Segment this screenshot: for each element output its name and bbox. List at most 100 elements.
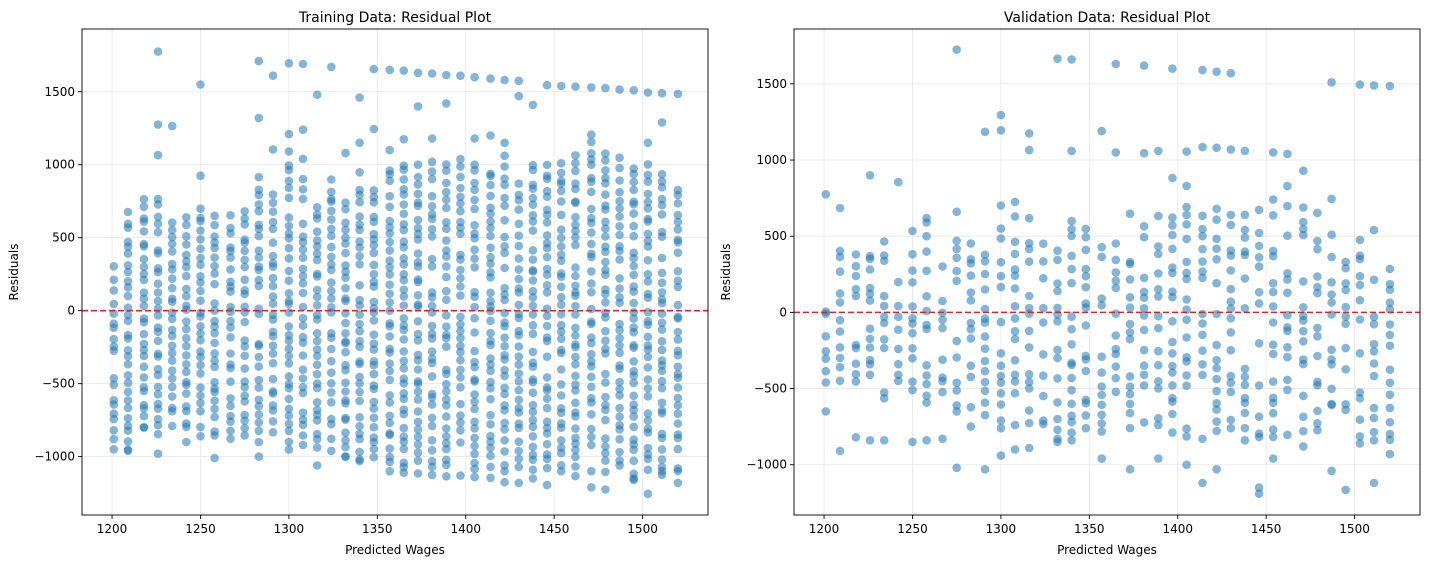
scatter-point — [587, 466, 596, 476]
scatter-point — [399, 389, 409, 398]
scatter-point — [673, 282, 683, 292]
scatter-point — [123, 421, 133, 431]
scatter-point — [1341, 312, 1350, 321]
scatter-point — [938, 373, 947, 382]
scatter-point — [1341, 319, 1350, 329]
y-tick-label: 0 — [779, 305, 787, 319]
scatter-point — [240, 214, 249, 223]
scatter-point — [341, 198, 350, 207]
scatter-point — [601, 442, 610, 451]
scatter-point — [1369, 403, 1379, 413]
scatter-point — [1067, 216, 1076, 226]
scatter-point — [427, 446, 437, 455]
scatter-point — [442, 70, 451, 80]
scatter-point — [1240, 423, 1250, 433]
scatter-point — [1010, 334, 1020, 344]
scatter-point — [571, 197, 580, 206]
scatter-point — [312, 90, 322, 99]
scatter-point — [456, 250, 465, 260]
scatter-point — [673, 300, 683, 310]
scatter-point — [1053, 246, 1062, 255]
scatter-point — [1168, 287, 1177, 297]
scatter-point — [196, 286, 205, 296]
scatter-point — [1313, 332, 1322, 341]
scatter-point — [1268, 393, 1278, 403]
scatter-point — [1139, 273, 1149, 283]
scatter-point — [601, 378, 610, 387]
scatter-point — [470, 424, 479, 433]
scatter-point — [528, 286, 538, 296]
scatter-point — [369, 357, 379, 366]
scatter-point — [182, 317, 191, 326]
scatter-point — [298, 219, 308, 229]
scatter-point — [587, 204, 596, 214]
scatter-point — [226, 411, 235, 421]
scatter-point — [952, 236, 961, 246]
scatter-point — [629, 261, 638, 271]
scatter-point — [1111, 239, 1121, 248]
scatter-point — [182, 324, 191, 334]
scatter-point — [657, 398, 667, 408]
scatter-point — [673, 346, 683, 356]
scatter-point — [587, 372, 596, 382]
scatter-point — [1226, 297, 1236, 307]
scatter-point — [601, 224, 610, 233]
scatter-point — [908, 354, 917, 363]
scatter-point — [500, 436, 509, 445]
scatter-point — [399, 364, 409, 373]
scatter-point — [1168, 381, 1177, 390]
scatter-point — [153, 399, 163, 409]
scatter-point — [528, 415, 538, 425]
scatter-point — [556, 168, 566, 178]
scatter-point — [1024, 213, 1034, 223]
scatter-point — [673, 225, 683, 234]
scatter-point — [657, 118, 667, 127]
scatter-point — [240, 235, 249, 244]
scatter-point — [210, 238, 219, 247]
scatter-point — [1369, 413, 1379, 423]
scatter-point — [268, 198, 278, 208]
scatter-point — [427, 174, 437, 184]
scatter-point — [298, 194, 308, 204]
scatter-point — [571, 166, 580, 176]
scatter-point — [1053, 353, 1062, 363]
scatter-point — [369, 277, 379, 287]
scatter-point — [966, 372, 976, 382]
scatter-point — [528, 422, 538, 432]
scatter-point — [657, 470, 667, 480]
scatter-point — [254, 401, 264, 411]
scatter-point — [528, 388, 538, 398]
scatter-point — [210, 211, 219, 221]
scatter-point — [486, 231, 495, 241]
scatter-point — [996, 317, 1006, 327]
scatter-point — [673, 185, 683, 195]
scatter-point — [643, 424, 653, 433]
scatter-point — [196, 383, 205, 392]
scatter-point — [615, 361, 624, 370]
scatter-point — [1053, 286, 1062, 296]
scatter-point — [486, 223, 495, 233]
scatter-point — [123, 316, 133, 326]
scatter-point — [528, 276, 538, 285]
scatter-point — [312, 210, 322, 219]
scatter-point — [615, 230, 624, 240]
scatter-point — [167, 421, 177, 431]
scatter-point — [341, 283, 350, 293]
scatter-point — [442, 195, 451, 204]
scatter-point — [139, 423, 149, 432]
scatter-point — [456, 282, 465, 291]
scatter-point — [1168, 230, 1177, 240]
scatter-point — [399, 292, 409, 301]
scatter-point — [442, 99, 451, 108]
scatter-point — [835, 353, 845, 363]
scatter-point — [851, 284, 861, 294]
scatter-point — [327, 206, 336, 216]
scatter-point — [938, 387, 947, 397]
scatter-point — [427, 347, 437, 356]
scatter-point — [601, 344, 610, 354]
scatter-point — [486, 169, 495, 179]
scatter-point — [210, 253, 219, 262]
scatter-point — [1385, 429, 1395, 439]
scatter-point — [1139, 325, 1149, 335]
scatter-point — [1111, 362, 1121, 371]
